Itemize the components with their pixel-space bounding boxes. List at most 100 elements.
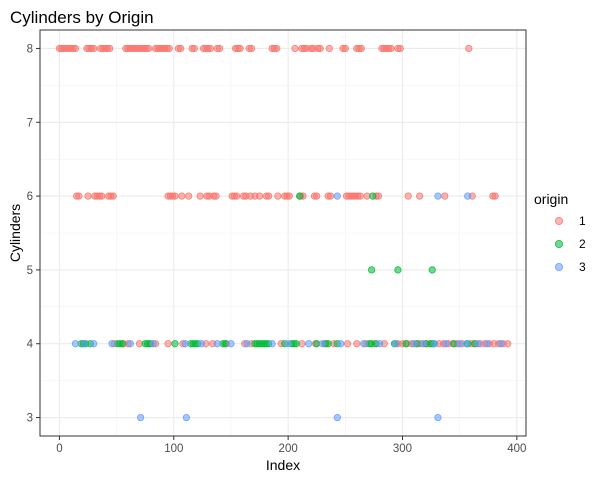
data-point-origin-1 <box>255 192 264 200</box>
x-axis-ticks: 0 100 200 300 400 <box>56 436 526 455</box>
legend-key-origin-3 <box>555 262 564 271</box>
data-point-origin-1 <box>90 44 98 53</box>
data-point-origin-2 <box>394 266 402 274</box>
data-point-origin-3 <box>108 340 116 348</box>
data-point-origin-3 <box>182 413 190 422</box>
data-point-origin-3 <box>333 413 341 422</box>
data-point-origin-3 <box>474 340 482 348</box>
data-point-origin-1 <box>164 340 172 348</box>
grid-lines <box>40 30 526 436</box>
y-tick-label: 4 <box>27 339 34 351</box>
data-point-origin-1 <box>344 340 352 348</box>
plot-panel-border <box>39 29 527 437</box>
data-point-origin-1 <box>178 192 186 200</box>
data-point-origin-3 <box>197 340 205 348</box>
legend: origin 1 2 3 <box>534 191 586 274</box>
data-point-origin-3 <box>497 340 505 348</box>
data-point-origin-3 <box>376 340 384 348</box>
data-point-origin-1 <box>416 192 424 200</box>
data-point-origin-3 <box>410 340 418 348</box>
legend-label-origin-1: 1 <box>579 214 586 228</box>
data-point-origin-3 <box>483 340 491 348</box>
data-point-origin-3 <box>284 340 292 348</box>
data-point-origin-1 <box>316 44 324 53</box>
data-point-origin-1 <box>356 192 364 200</box>
data-point-origin-1 <box>171 192 179 200</box>
data-point-origin-3 <box>333 192 341 200</box>
y-axis-label: Cylinders <box>7 204 23 262</box>
data-point-origin-1 <box>212 192 220 200</box>
data-point-origin-1 <box>396 44 404 53</box>
data-point-origin-3 <box>318 340 327 348</box>
data-point-origin-1 <box>387 44 395 53</box>
x-tick-label: 200 <box>279 443 298 455</box>
data-point-origin-3 <box>227 340 235 348</box>
legend-key-origin-2 <box>555 239 564 248</box>
data-point-origin-3 <box>149 340 157 348</box>
legend-title: origin <box>534 191 568 207</box>
chart-title: Cylinders by Origin <box>10 8 154 27</box>
data-point-origin-3 <box>90 340 98 348</box>
y-tick-label: 5 <box>27 265 33 277</box>
data-point-origin-3 <box>442 340 450 348</box>
data-point-origin-3 <box>419 340 427 348</box>
data-point-origin-3 <box>243 340 251 348</box>
data-point-origin-2 <box>295 192 304 200</box>
data-point-origin-1 <box>441 192 449 200</box>
data-point-origin-1 <box>106 44 114 53</box>
data-point-origin-1 <box>504 340 512 348</box>
data-point-origin-2 <box>402 340 410 348</box>
data-point-origin-1 <box>109 192 117 200</box>
data-point-origin-1 <box>265 192 273 200</box>
data-point-origin-1 <box>185 192 193 200</box>
y-tick-label: 7 <box>27 117 33 129</box>
data-point-origin-1 <box>353 340 361 348</box>
x-axis-label: Index <box>266 457 300 473</box>
data-point-origin-1 <box>357 44 365 53</box>
data-point-origin-1 <box>71 44 80 53</box>
data-point-origin-1 <box>465 44 473 53</box>
legend-key-origin-1 <box>555 216 564 225</box>
y-tick-label: 6 <box>27 191 33 203</box>
data-point-origin-3 <box>360 340 368 348</box>
data-point-origin-3 <box>392 340 400 348</box>
data-point-origin-3 <box>80 340 89 348</box>
data-point-origin-2 <box>171 340 179 348</box>
data-point-origin-1 <box>190 44 198 53</box>
x-tick-label: 0 <box>56 443 62 455</box>
data-point-origin-3 <box>462 340 471 348</box>
data-point-origin-1 <box>285 192 293 200</box>
data-point-origin-1 <box>491 192 499 200</box>
data-point-origin-2 <box>428 266 436 274</box>
data-point-origin-3 <box>430 340 439 348</box>
data-point-origin-1 <box>233 192 241 200</box>
data-point-origin-1 <box>274 192 282 200</box>
data-point-origin-1 <box>98 192 106 200</box>
data-point-origin-3 <box>213 340 221 348</box>
data-point-origin-2 <box>369 192 377 200</box>
data-point-origin-2 <box>292 340 300 348</box>
data-points <box>55 44 512 422</box>
data-point-origin-3 <box>337 340 345 348</box>
x-tick-label: 400 <box>507 443 526 455</box>
y-tick-label: 8 <box>27 43 33 55</box>
y-axis-ticks: 3 4 5 6 7 8 <box>27 43 40 425</box>
data-point-origin-2 <box>368 266 376 274</box>
x-tick-label: 100 <box>164 443 183 455</box>
data-point-origin-3 <box>434 192 442 200</box>
data-point-origin-1 <box>215 44 224 53</box>
data-point-origin-1 <box>404 192 412 200</box>
data-point-origin-1 <box>206 44 214 53</box>
data-point-origin-1 <box>236 44 244 53</box>
data-point-origin-1 <box>291 44 299 53</box>
data-point-origin-3 <box>71 340 80 348</box>
data-point-origin-3 <box>126 340 134 348</box>
data-point-origin-1 <box>273 44 281 53</box>
data-point-origin-3 <box>464 192 472 200</box>
y-tick-label: 3 <box>27 413 33 425</box>
data-point-origin-3 <box>181 340 189 348</box>
data-point-origin-1 <box>165 44 173 53</box>
data-point-origin-1 <box>313 192 321 200</box>
data-point-origin-3 <box>434 413 442 422</box>
